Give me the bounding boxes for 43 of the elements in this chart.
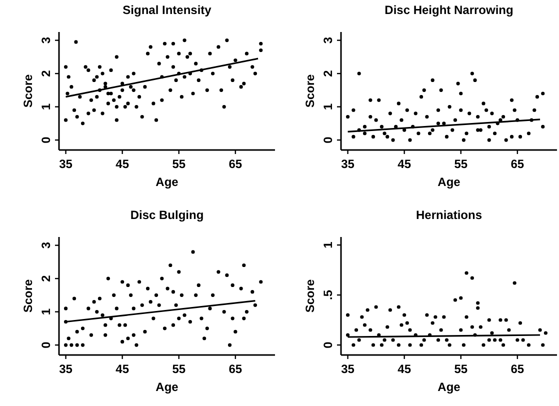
y-axis-title: Score xyxy=(21,74,35,108)
y-tick-label: 2 xyxy=(39,274,53,282)
y-tick-label: 3 xyxy=(39,36,53,44)
x-tick-label: 45 xyxy=(398,157,412,171)
x-tick-label: 65 xyxy=(510,362,524,376)
chart-title: Disc Height Narrowing xyxy=(384,3,514,17)
x-tick-label: 35 xyxy=(59,362,73,376)
x-tick-label: 45 xyxy=(116,362,130,376)
y-axis-title: Score xyxy=(21,279,35,313)
x-axis-title: Age xyxy=(438,175,461,189)
x-tick-label: 55 xyxy=(172,157,186,171)
y-tick-label: 3 xyxy=(39,242,53,249)
y-tick-label: 1 xyxy=(39,308,53,316)
x-tick-label: 35 xyxy=(59,157,73,171)
chart-title: Signal Intensity xyxy=(122,3,212,17)
y-tick-label: 0 xyxy=(321,136,335,144)
y-axis-title: Score xyxy=(303,279,317,313)
y-tick-label: 3 xyxy=(321,36,335,44)
x-axis-title: Age xyxy=(156,380,179,394)
y-tick-label: 1 xyxy=(321,103,335,110)
y-tick-label: 0 xyxy=(39,136,53,144)
chart-title: Disc Bulging xyxy=(130,208,204,222)
x-tick-label: 45 xyxy=(116,157,130,171)
x-tick-label: 55 xyxy=(454,362,468,376)
y-axis-title: Score xyxy=(303,74,317,108)
x-tick-label: 35 xyxy=(341,157,355,171)
x-tick-label: 35 xyxy=(341,362,355,376)
y-tick-label: 0 xyxy=(321,341,335,348)
x-tick-label: 65 xyxy=(228,362,242,376)
y-tick-label: 2 xyxy=(39,70,53,77)
y-tick-label: 1 xyxy=(321,241,335,248)
y-tick-label: 0 xyxy=(39,341,53,348)
x-tick-label: 65 xyxy=(510,157,524,171)
y-tick-label: .5 xyxy=(321,290,335,300)
y-tick-label: 1 xyxy=(39,103,53,110)
x-tick-label: 55 xyxy=(454,157,468,171)
x-tick-label: 65 xyxy=(228,157,242,171)
x-tick-label: 55 xyxy=(172,362,186,376)
y-tick-label: 2 xyxy=(321,70,335,77)
chart-title: Herniations xyxy=(416,208,482,222)
x-axis-title: Age xyxy=(438,380,461,394)
x-axis-title: Age xyxy=(156,175,179,189)
x-tick-label: 45 xyxy=(398,362,412,376)
